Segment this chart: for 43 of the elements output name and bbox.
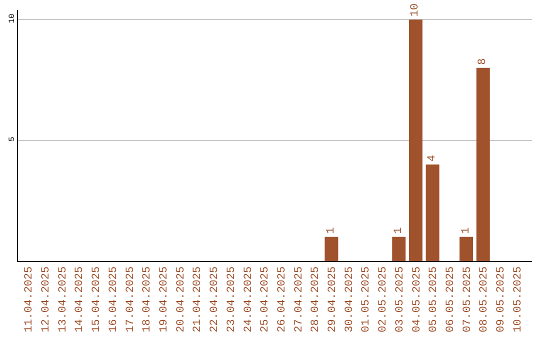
- x-tick-label: 27.04.2025: [293, 266, 306, 332]
- x-tick-label: 09.05.2025: [496, 266, 508, 332]
- x-tick-label: 16.04.2025: [108, 266, 120, 332]
- x-tick-label: 23.04.2025: [226, 266, 238, 332]
- x-tick-label: 30.04.2025: [344, 266, 356, 332]
- x-tick-label: 11.04.2025: [24, 266, 36, 332]
- x-tick-label: 05.05.2025: [428, 266, 440, 332]
- bar: [426, 164, 440, 261]
- x-tick-label: 13.04.2025: [57, 266, 70, 332]
- x-tick-label: 08.05.2025: [478, 266, 491, 332]
- x-tick-label: 03.05.2025: [394, 266, 406, 332]
- x-tick-label: 26.04.2025: [276, 266, 288, 332]
- x-tick-label: 07.05.2025: [462, 266, 474, 332]
- x-tick-label: 01.05.2025: [360, 266, 373, 332]
- x-tick-label: 18.04.2025: [142, 266, 154, 332]
- bar: [460, 236, 474, 261]
- x-tick-label: 22.04.2025: [209, 266, 222, 332]
- bar: [408, 20, 422, 261]
- data-label: 8: [477, 58, 490, 65]
- x-tick-label: 25.04.2025: [260, 266, 272, 332]
- data-label: 4: [426, 154, 439, 162]
- data-label: 1: [325, 226, 338, 234]
- bar: [476, 68, 490, 261]
- x-tick-label: 21.04.2025: [192, 266, 204, 332]
- x-tick-label: 17.04.2025: [124, 266, 137, 332]
- x-tick-label: 19.04.2025: [158, 266, 171, 332]
- x-tick-label: 29.04.2025: [327, 266, 340, 332]
- x-tick-label: 02.05.2025: [378, 266, 390, 332]
- x-tick-label: 14.04.2025: [74, 266, 86, 332]
- x-tick-label: 12.04.2025: [40, 266, 53, 332]
- x-tick-label: 28.04.2025: [310, 266, 322, 332]
- data-label: 1: [392, 226, 405, 234]
- y-tick-label: 5: [8, 136, 17, 142]
- data-label: 10: [410, 3, 422, 17]
- x-tick-label: 20.04.2025: [175, 266, 188, 332]
- bar: [392, 236, 406, 261]
- x-tick-label: 10.05.2025: [512, 266, 524, 332]
- x-tick-label: 04.05.2025: [411, 266, 424, 332]
- x-tick-label: 06.05.2025: [444, 266, 457, 332]
- bar: [324, 236, 338, 261]
- x-tick-label: 24.04.2025: [242, 266, 255, 332]
- x-tick-label: 15.04.2025: [91, 266, 104, 332]
- data-label: 1: [460, 226, 472, 234]
